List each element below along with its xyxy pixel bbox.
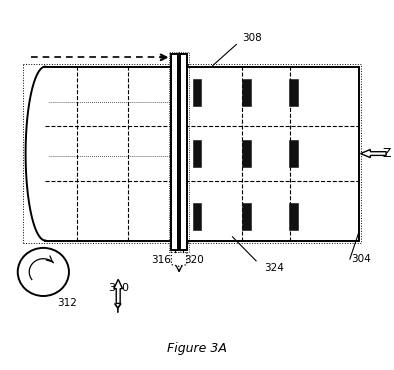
Text: 308: 308 — [242, 33, 262, 43]
Bar — [289, 203, 298, 230]
Text: 304: 304 — [351, 254, 370, 264]
Bar — [169, 52, 180, 252]
Bar — [242, 79, 251, 106]
Bar — [193, 79, 201, 106]
Bar — [185, 67, 359, 240]
Text: 320: 320 — [184, 255, 204, 265]
Bar — [193, 203, 201, 230]
Text: 324: 324 — [264, 263, 284, 273]
Text: Figure 3A: Figure 3A — [167, 342, 227, 355]
Polygon shape — [361, 149, 386, 158]
Bar — [180, 54, 187, 250]
Text: 312: 312 — [57, 298, 77, 308]
Text: 316: 316 — [151, 255, 171, 265]
Bar — [182, 64, 361, 243]
Bar — [289, 140, 298, 167]
Bar — [242, 140, 251, 167]
Bar — [178, 52, 189, 252]
Text: Y: Y — [114, 302, 122, 314]
Bar — [171, 54, 178, 250]
Bar — [242, 203, 251, 230]
Text: 300: 300 — [108, 283, 129, 293]
Bar — [289, 79, 298, 106]
Text: Z: Z — [382, 147, 391, 160]
Text: Y: Y — [114, 303, 122, 316]
Polygon shape — [114, 279, 123, 303]
Bar — [193, 140, 201, 167]
